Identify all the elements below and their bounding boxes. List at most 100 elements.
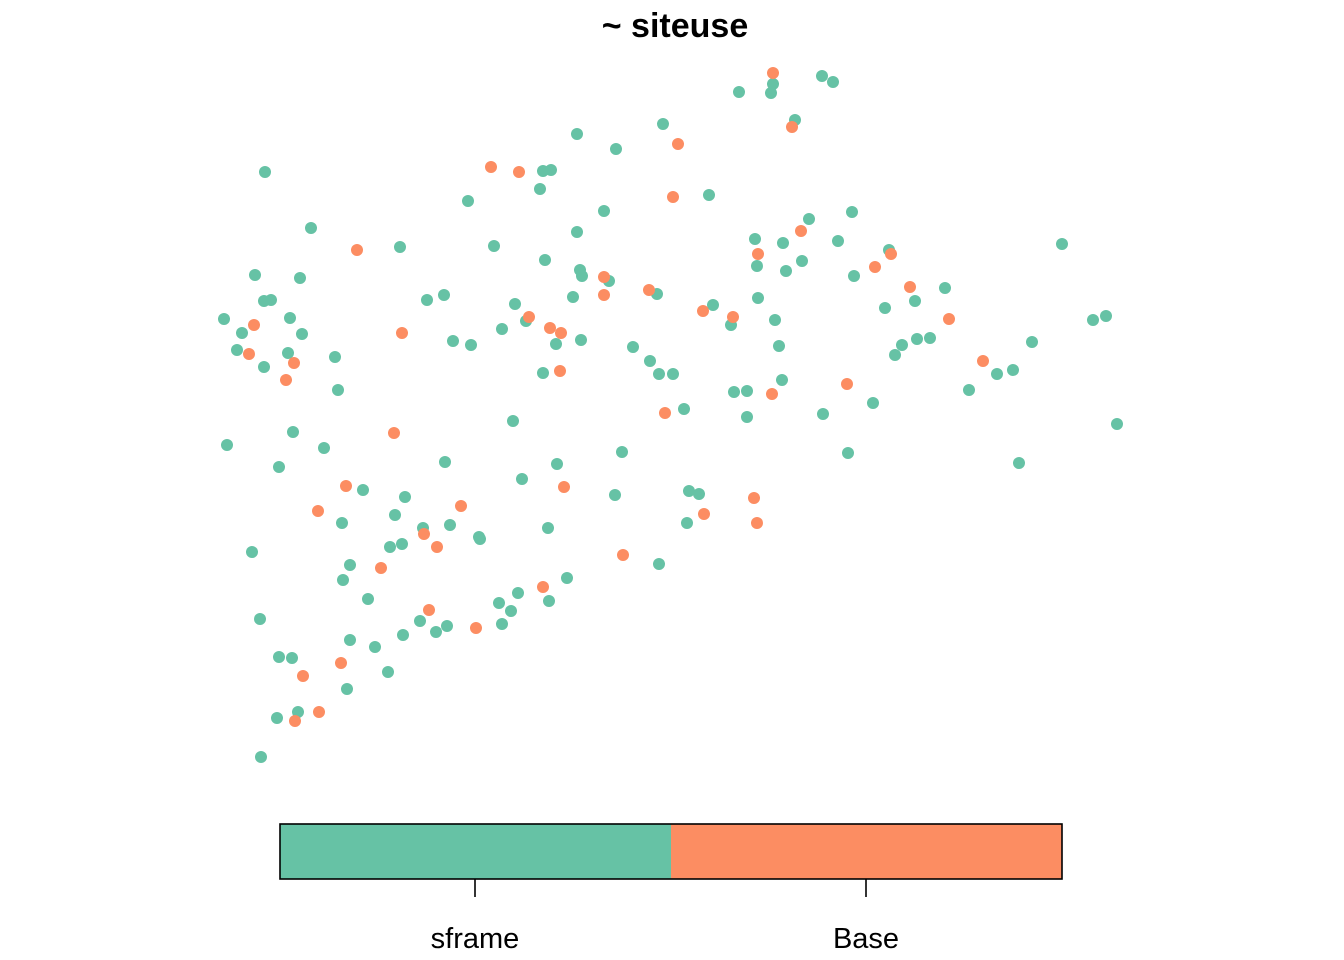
point-base <box>697 305 709 317</box>
point-sframe <box>776 374 788 386</box>
point-sframe <box>447 335 459 347</box>
point-base <box>598 271 610 283</box>
point-base <box>643 284 655 296</box>
point-sframe <box>542 522 554 534</box>
point-sframe <box>939 282 951 294</box>
point-sframe <box>571 128 583 140</box>
point-base <box>795 225 807 237</box>
point-sframe <box>575 334 587 346</box>
point-base <box>455 500 467 512</box>
legend-swatch-sframe <box>280 824 671 879</box>
legend-border <box>279 823 1063 880</box>
point-base <box>289 715 301 727</box>
point-sframe <box>496 618 508 630</box>
point-base <box>766 388 778 400</box>
point-base <box>885 248 897 260</box>
point-sframe <box>561 572 573 584</box>
point-sframe <box>539 254 551 266</box>
point-sframe <box>282 347 294 359</box>
point-sframe <box>369 641 381 653</box>
point-sframe <box>683 485 695 497</box>
point-sframe <box>396 538 408 550</box>
point-sframe <box>867 397 879 409</box>
point-base <box>667 191 679 203</box>
point-sframe <box>384 541 396 553</box>
point-base <box>423 604 435 616</box>
point-base <box>617 549 629 561</box>
point-sframe <box>909 295 921 307</box>
point-base <box>418 528 430 540</box>
point-sframe <box>397 629 409 641</box>
point-base <box>288 357 300 369</box>
point-sframe <box>1087 314 1099 326</box>
point-base <box>513 166 525 178</box>
point-sframe <box>749 233 761 245</box>
point-sframe <box>344 559 356 571</box>
point-base <box>313 706 325 718</box>
point-sframe <box>439 456 451 468</box>
point-sframe <box>543 595 555 607</box>
point-sframe <box>474 533 486 545</box>
point-sframe <box>653 558 665 570</box>
point-sframe <box>693 488 705 500</box>
point-base <box>554 365 566 377</box>
point-sframe <box>767 78 779 90</box>
point-base <box>431 541 443 553</box>
point-base <box>841 378 853 390</box>
point-sframe <box>265 294 277 306</box>
point-sframe <box>703 189 715 201</box>
point-sframe <box>741 385 753 397</box>
point-sframe <box>430 626 442 638</box>
point-sframe <box>777 237 789 249</box>
point-sframe <box>1111 418 1123 430</box>
legend-label-base: Base <box>833 923 899 955</box>
point-sframe <box>496 323 508 335</box>
point-base <box>672 138 684 150</box>
point-base <box>598 289 610 301</box>
point-sframe <box>796 255 808 267</box>
point-sframe <box>644 355 656 367</box>
point-sframe <box>681 517 693 529</box>
point-sframe <box>259 166 271 178</box>
point-sframe <box>733 86 745 98</box>
point-sframe <box>296 328 308 340</box>
point-sframe <box>465 339 477 351</box>
point-base <box>659 407 671 419</box>
point-sframe <box>512 587 524 599</box>
point-base <box>752 248 764 260</box>
point-sframe <box>249 269 261 281</box>
point-sframe <box>773 340 785 352</box>
point-sframe <box>399 491 411 503</box>
point-sframe <box>751 260 763 272</box>
point-sframe <box>803 213 815 225</box>
point-base <box>558 481 570 493</box>
point-sframe <box>534 183 546 195</box>
point-base <box>375 562 387 574</box>
point-sframe <box>332 384 344 396</box>
point-sframe <box>329 351 341 363</box>
point-sframe <box>816 70 828 82</box>
point-base <box>544 322 556 334</box>
point-sframe <box>846 206 858 218</box>
point-sframe <box>362 593 374 605</box>
point-sframe <box>616 446 628 458</box>
point-sframe <box>1007 364 1019 376</box>
point-base <box>297 670 309 682</box>
point-sframe <box>707 299 719 311</box>
point-sframe <box>667 368 679 380</box>
point-sframe <box>848 270 860 282</box>
point-sframe <box>389 509 401 521</box>
point-base <box>698 508 710 520</box>
point-base <box>537 581 549 593</box>
point-base <box>904 281 916 293</box>
point-base <box>351 244 363 256</box>
point-sframe <box>609 489 621 501</box>
point-sframe <box>414 615 426 627</box>
point-sframe <box>273 461 285 473</box>
point-sframe <box>294 272 306 284</box>
point-sframe <box>382 666 394 678</box>
point-sframe <box>817 408 829 420</box>
point-base <box>396 327 408 339</box>
point-base <box>727 311 739 323</box>
